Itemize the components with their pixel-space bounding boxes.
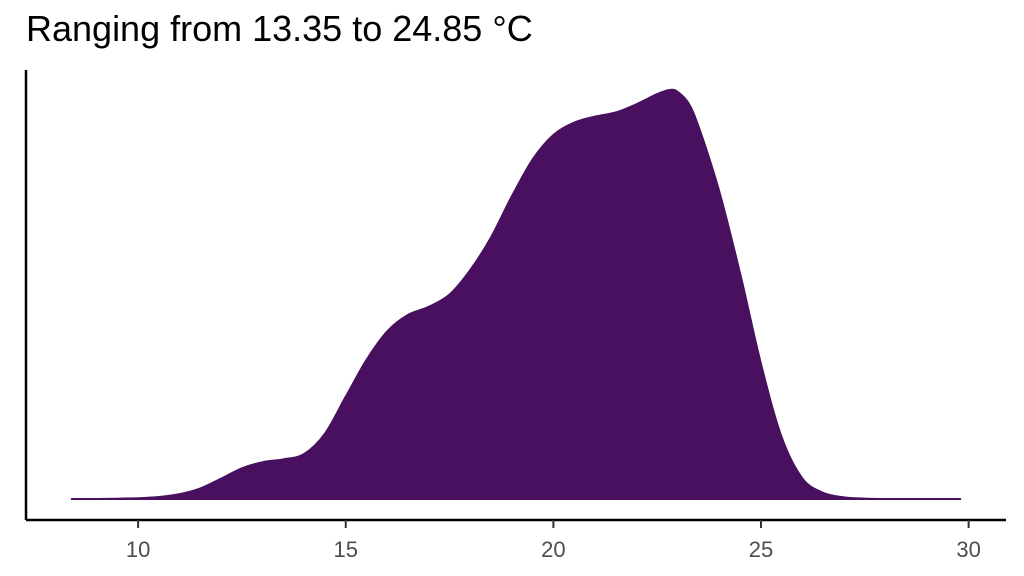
x-tick-label: 25: [749, 537, 773, 562]
density-area: [70, 88, 962, 500]
x-tick-label: 20: [541, 537, 565, 562]
chart-title: Ranging from 13.35 to 24.85 °C: [26, 8, 533, 49]
x-tick-label: 30: [956, 537, 980, 562]
x-tick-label: 15: [334, 537, 358, 562]
x-tick-label: 10: [126, 537, 150, 562]
